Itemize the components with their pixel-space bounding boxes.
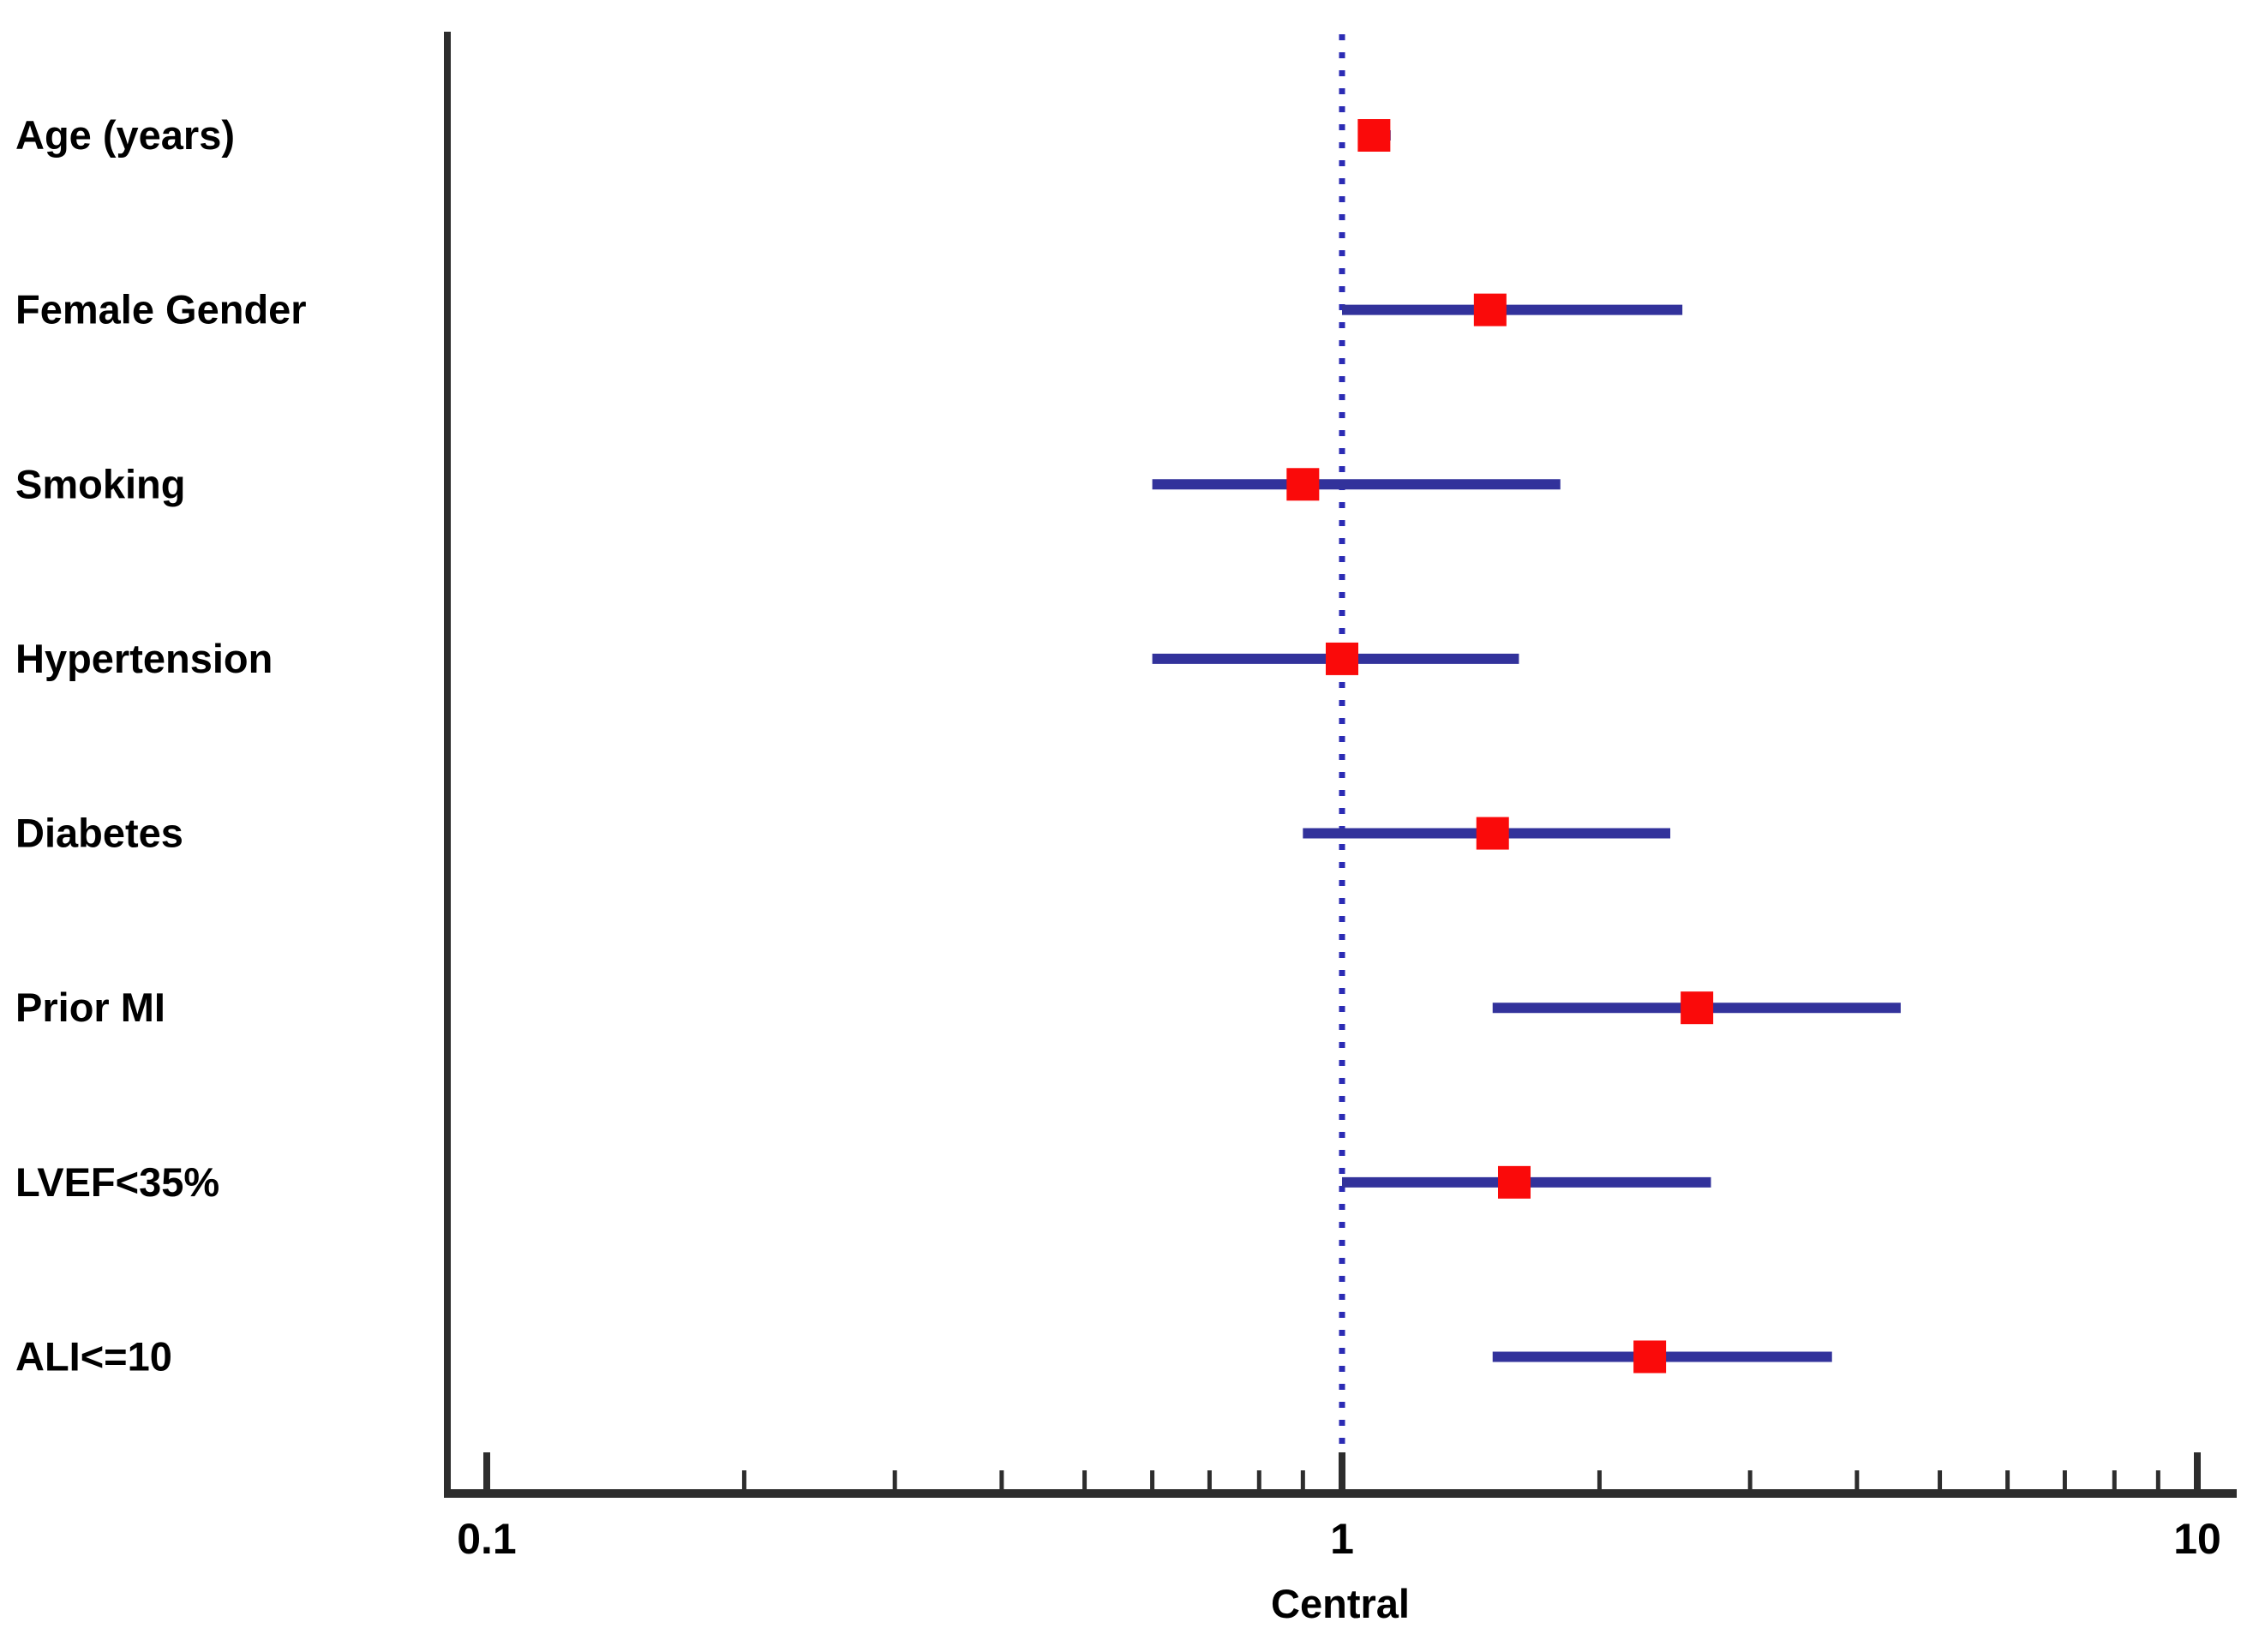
labels-layer: Age (years) Female Gender Smoking Hypertens… — [15, 112, 2221, 1563]
data-rows-layer — [1152, 119, 1901, 1374]
x-minor-tick — [1207, 1470, 1212, 1489]
estimate-marker — [1476, 817, 1509, 850]
x-minor-tick — [1938, 1470, 1943, 1489]
row-label: Hypertension — [15, 636, 273, 681]
row-label: Smoking — [15, 461, 185, 506]
x-major-tick — [1339, 1452, 1345, 1489]
row-label: ALI<=10 — [15, 1333, 172, 1379]
x-tick-label: 1 — [1330, 1515, 1354, 1563]
x-minor-tick — [2062, 1470, 2067, 1489]
x-minor-tick — [1855, 1470, 1860, 1489]
x-major-tick — [483, 1452, 490, 1489]
x-minor-tick — [999, 1470, 1004, 1489]
x-minor-tick — [2112, 1470, 2117, 1489]
x-minor-tick — [1256, 1470, 1261, 1489]
x-major-tick — [2194, 1452, 2201, 1489]
x-minor-tick — [1747, 1470, 1753, 1489]
row-label: LVEF<35% — [15, 1159, 219, 1205]
estimate-marker — [1357, 119, 1391, 152]
estimate-marker — [1681, 991, 1714, 1025]
x-minor-tick — [1300, 1470, 1305, 1489]
estimate-marker — [1326, 642, 1358, 675]
x-minor-tick — [2155, 1470, 2160, 1489]
x-minor-tick — [2005, 1470, 2010, 1489]
x-minor-tick — [1150, 1470, 1155, 1489]
x-minor-tick — [1082, 1470, 1088, 1489]
x-tick-label: 0.1 — [457, 1515, 517, 1563]
x-minor-tick — [892, 1470, 897, 1489]
estimate-marker — [1497, 1165, 1531, 1199]
x-tick-label: 10 — [2173, 1515, 2221, 1563]
row-label: Female Gender — [15, 287, 307, 332]
axes-layer — [444, 32, 2237, 1498]
row-label: Age (years) — [15, 112, 235, 158]
x-axis-line — [444, 1489, 2237, 1498]
x-minor-tick — [741, 1470, 746, 1489]
estimate-marker — [1286, 468, 1320, 501]
row-label: Diabetes — [15, 811, 183, 856]
x-minor-tick — [1597, 1470, 1602, 1489]
estimate-marker — [1473, 293, 1507, 326]
estimate-marker — [1633, 1340, 1667, 1374]
row-label: Prior MI — [15, 985, 165, 1030]
x-axis-title: Central — [1271, 1581, 1410, 1626]
y-axis-spine — [444, 32, 451, 1497]
